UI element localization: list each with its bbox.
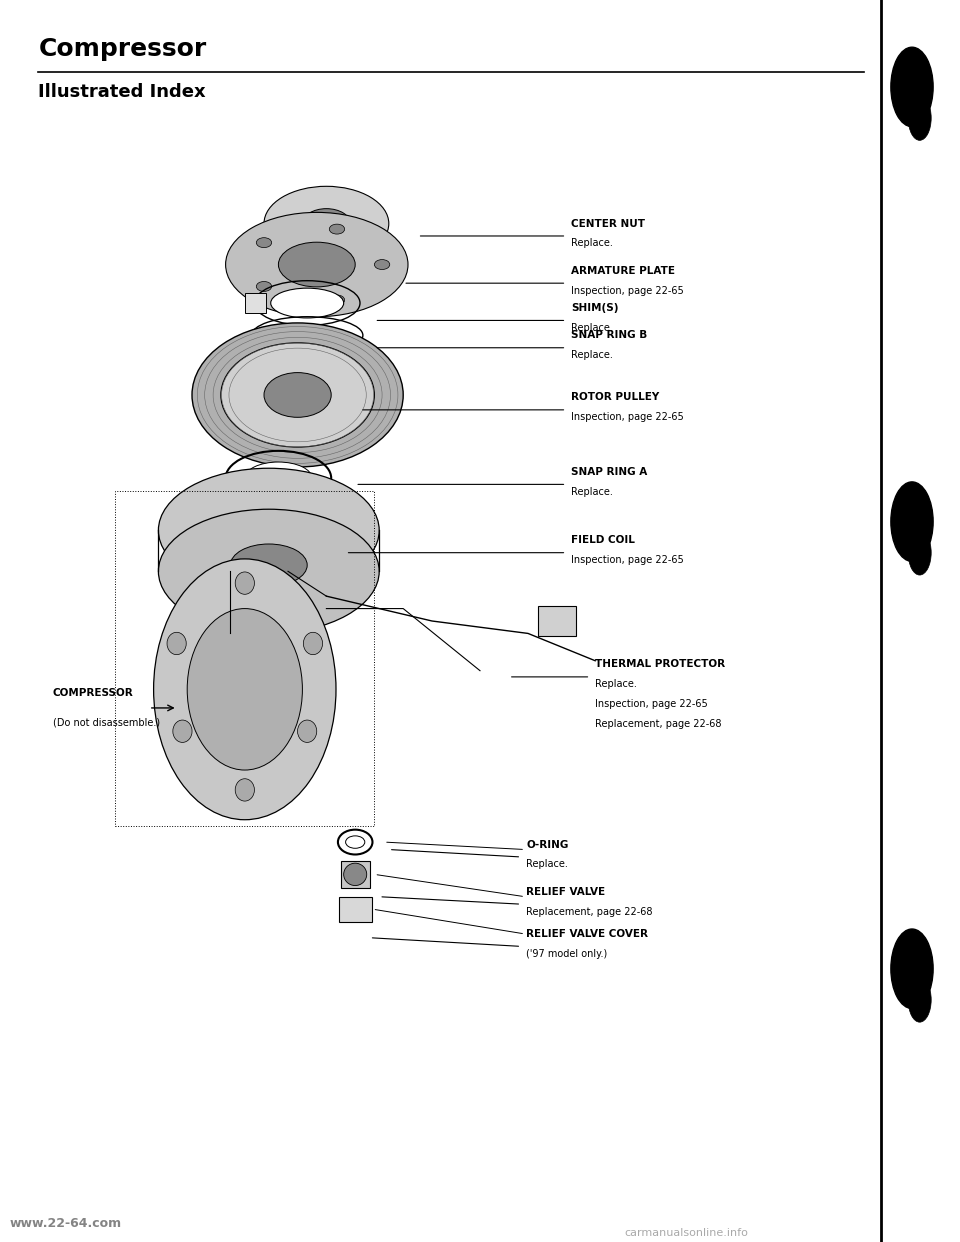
Text: ('97 model only.): ('97 model only.) (526, 949, 608, 959)
Text: O-RING: O-RING (526, 840, 568, 850)
Text: Replace.: Replace. (526, 859, 568, 869)
Text: Replace.: Replace. (595, 679, 637, 689)
Text: carmanualsonline.info: carmanualsonline.info (624, 1228, 748, 1238)
Text: ROTOR PULLEY: ROTOR PULLEY (571, 392, 660, 402)
Ellipse shape (256, 282, 272, 292)
Text: Inspection, page 22-65: Inspection, page 22-65 (595, 699, 708, 709)
Ellipse shape (302, 209, 350, 238)
Ellipse shape (271, 288, 344, 318)
Text: CENTER NUT: CENTER NUT (571, 219, 645, 229)
Ellipse shape (891, 929, 933, 1009)
Text: Replace.: Replace. (571, 350, 613, 360)
Text: RELIEF VALVE: RELIEF VALVE (526, 887, 605, 897)
Text: Inspection, page 22-65: Inspection, page 22-65 (571, 286, 684, 296)
Ellipse shape (256, 237, 272, 247)
Text: ARMATURE PLATE: ARMATURE PLATE (571, 266, 675, 276)
Ellipse shape (235, 779, 254, 801)
Text: Compressor: Compressor (38, 37, 206, 61)
Text: Inspection, page 22-65: Inspection, page 22-65 (571, 412, 684, 422)
Text: Replace.: Replace. (571, 323, 613, 333)
Text: www.22-64.com: www.22-64.com (10, 1217, 122, 1230)
Ellipse shape (329, 224, 345, 233)
Text: RELIEF VALVE COVER: RELIEF VALVE COVER (526, 929, 648, 939)
Ellipse shape (192, 323, 403, 467)
Text: Replace.: Replace. (571, 238, 613, 248)
Text: FIELD COIL: FIELD COIL (571, 535, 636, 545)
Text: Inspection, page 22-65: Inspection, page 22-65 (571, 555, 684, 565)
Text: SHIM(S): SHIM(S) (571, 303, 618, 313)
Ellipse shape (158, 468, 379, 592)
Ellipse shape (264, 186, 389, 261)
Text: Replacement, page 22-68: Replacement, page 22-68 (526, 907, 653, 917)
Ellipse shape (264, 373, 331, 417)
Bar (245, 293, 266, 313)
Text: Replace.: Replace. (571, 487, 613, 497)
Text: THERMAL PROTECTOR: THERMAL PROTECTOR (595, 660, 726, 669)
Ellipse shape (329, 296, 345, 306)
Ellipse shape (908, 977, 931, 1022)
Bar (115, 491, 374, 826)
Ellipse shape (344, 863, 367, 886)
Ellipse shape (298, 720, 317, 743)
Ellipse shape (226, 212, 408, 317)
Ellipse shape (374, 260, 390, 270)
Ellipse shape (158, 509, 379, 633)
Ellipse shape (187, 609, 302, 770)
Ellipse shape (908, 530, 931, 575)
Ellipse shape (891, 482, 933, 561)
Ellipse shape (167, 632, 186, 655)
Ellipse shape (154, 559, 336, 820)
Bar (538, 606, 576, 636)
Ellipse shape (235, 571, 254, 595)
Ellipse shape (891, 47, 933, 127)
Text: SNAP RING B: SNAP RING B (571, 330, 647, 340)
Ellipse shape (245, 462, 312, 494)
Ellipse shape (173, 720, 192, 743)
Ellipse shape (230, 544, 307, 586)
Text: Replacement, page 22-68: Replacement, page 22-68 (595, 719, 722, 729)
Ellipse shape (346, 836, 365, 848)
Text: Illustrated Index: Illustrated Index (38, 83, 206, 101)
Text: SNAP RING A: SNAP RING A (571, 467, 647, 477)
Bar (339, 897, 372, 922)
Text: COMPRESSOR: COMPRESSOR (53, 688, 133, 698)
Ellipse shape (221, 343, 374, 447)
Ellipse shape (908, 96, 931, 140)
Bar (341, 861, 370, 888)
Text: (Do not disassemble.): (Do not disassemble.) (53, 718, 160, 728)
Ellipse shape (278, 242, 355, 287)
Ellipse shape (303, 632, 323, 655)
